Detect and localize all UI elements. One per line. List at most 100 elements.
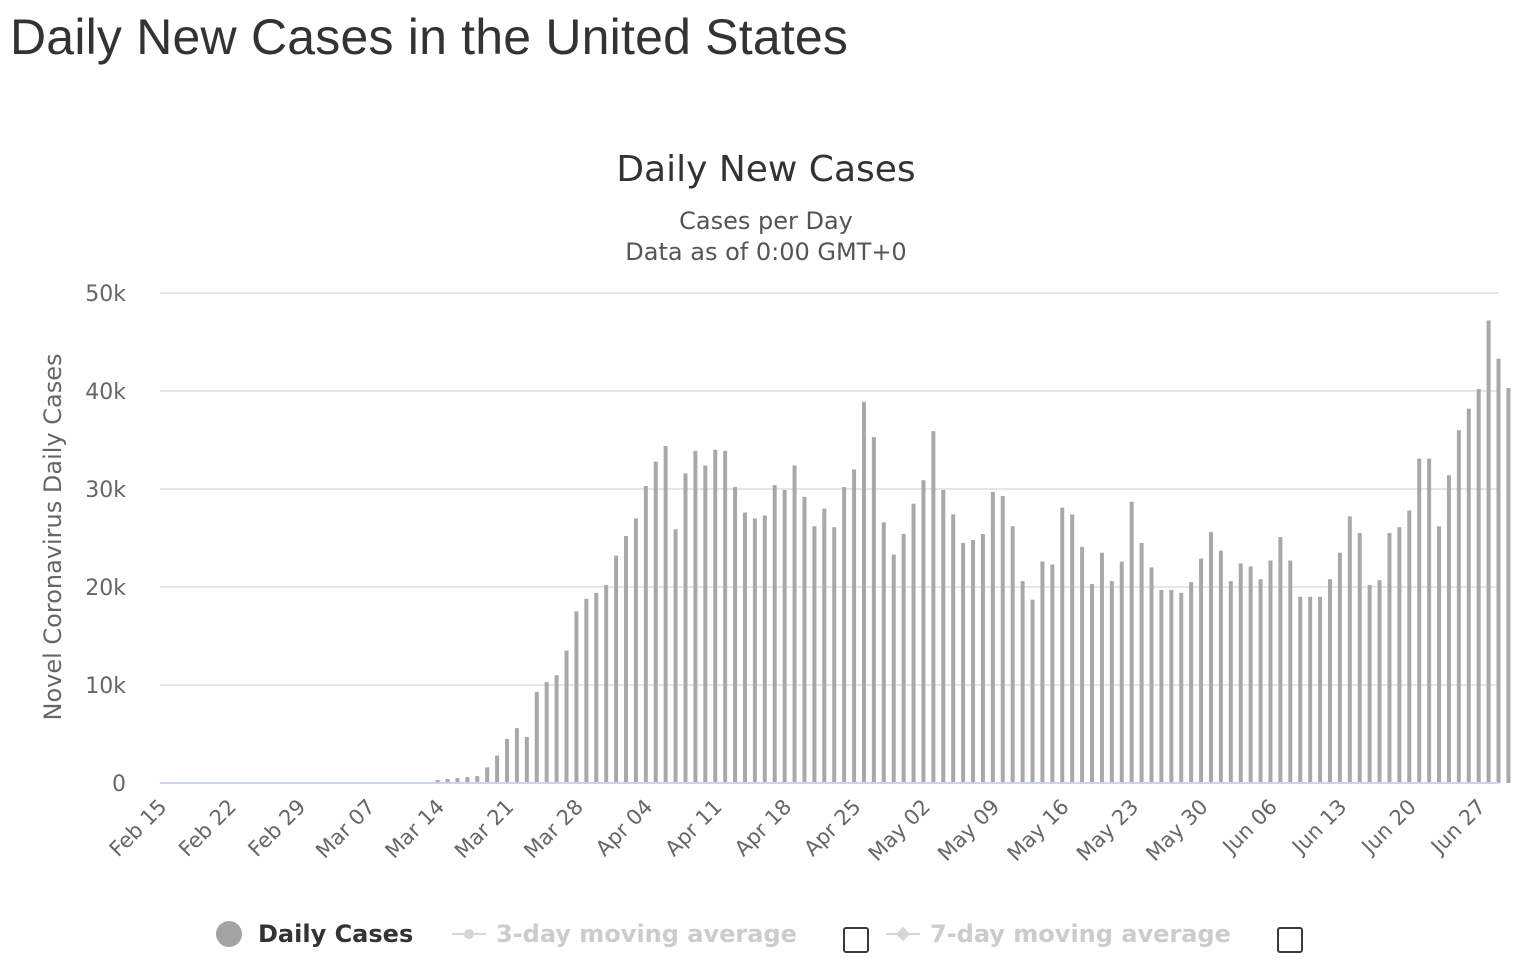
bar[interactable] — [802, 496, 807, 783]
bar[interactable] — [901, 534, 906, 783]
bar[interactable] — [1268, 560, 1273, 783]
bar[interactable] — [1397, 527, 1402, 783]
bar[interactable] — [1208, 532, 1213, 783]
bar[interactable] — [1437, 526, 1442, 783]
bar[interactable] — [1129, 501, 1134, 783]
checkbox-3-day-average[interactable] — [843, 927, 869, 953]
bar[interactable] — [1199, 558, 1204, 783]
bar[interactable] — [762, 515, 767, 783]
bar[interactable] — [1159, 589, 1164, 783]
bar[interactable] — [1169, 589, 1174, 783]
bar-series-daily-cases[interactable] — [435, 320, 1511, 784]
bar[interactable] — [941, 489, 946, 783]
legend-item-3-day-average[interactable]: 3-day moving average — [452, 916, 797, 952]
bar[interactable] — [633, 518, 638, 783]
bar[interactable] — [485, 767, 490, 783]
bar[interactable] — [832, 527, 837, 783]
bar[interactable] — [772, 485, 777, 783]
bar[interactable] — [852, 469, 857, 783]
bar[interactable] — [1387, 533, 1392, 783]
bar[interactable] — [1407, 510, 1412, 783]
bar[interactable] — [1308, 596, 1313, 783]
bar[interactable] — [614, 555, 619, 783]
bar[interactable] — [1427, 458, 1432, 783]
bar[interactable] — [1060, 507, 1065, 783]
bar[interactable] — [792, 465, 797, 783]
bar[interactable] — [1218, 550, 1223, 783]
bar[interactable] — [713, 449, 718, 783]
bar[interactable] — [673, 529, 678, 783]
bar[interactable] — [1337, 552, 1342, 783]
bar[interactable] — [881, 522, 886, 783]
bar[interactable] — [1238, 563, 1243, 783]
bar[interactable] — [435, 780, 440, 783]
bar[interactable] — [564, 650, 569, 783]
bar[interactable] — [1179, 592, 1184, 783]
bar[interactable] — [594, 592, 599, 783]
bar[interactable] — [1080, 546, 1085, 783]
bar[interactable] — [1506, 388, 1511, 783]
bar[interactable] — [653, 461, 658, 783]
bar[interactable] — [1288, 560, 1293, 783]
bar[interactable] — [1020, 581, 1025, 783]
bar[interactable] — [961, 542, 966, 783]
bar[interactable] — [891, 554, 896, 783]
bar[interactable] — [971, 539, 976, 783]
bar[interactable] — [1070, 514, 1075, 783]
bar[interactable] — [1040, 561, 1045, 783]
bar[interactable] — [921, 480, 926, 783]
bar[interactable] — [752, 518, 757, 783]
bar[interactable] — [524, 736, 529, 783]
bar[interactable] — [1377, 580, 1382, 783]
bar[interactable] — [822, 508, 827, 783]
bar[interactable] — [742, 512, 747, 783]
legend-item-7-day-average[interactable]: 7-day moving average — [886, 916, 1231, 952]
bar[interactable] — [782, 489, 787, 783]
bar[interactable] — [475, 776, 480, 783]
bar[interactable] — [495, 755, 500, 783]
legend-item-daily-cases[interactable]: Daily Cases — [216, 916, 413, 952]
bar[interactable] — [1476, 389, 1481, 783]
bar[interactable] — [1090, 584, 1095, 783]
bar[interactable] — [445, 779, 450, 783]
bar[interactable] — [1099, 552, 1104, 783]
bar[interactable] — [990, 491, 995, 783]
bar[interactable] — [861, 401, 866, 783]
bar[interactable] — [1119, 561, 1124, 783]
bar[interactable] — [871, 437, 876, 783]
bar[interactable] — [683, 473, 688, 783]
bar[interactable] — [1010, 526, 1015, 783]
bar[interactable] — [1417, 458, 1422, 783]
bar[interactable] — [1357, 533, 1362, 783]
bar[interactable] — [1367, 585, 1372, 783]
bar[interactable] — [1327, 579, 1332, 783]
bar[interactable] — [624, 536, 628, 783]
bar[interactable] — [544, 682, 549, 783]
bar[interactable] — [1456, 430, 1461, 783]
bar[interactable] — [1000, 495, 1005, 783]
bar[interactable] — [693, 450, 698, 783]
bar[interactable] — [584, 598, 589, 783]
bar[interactable] — [703, 465, 708, 783]
bar[interactable] — [1258, 579, 1263, 783]
bar[interactable] — [911, 503, 916, 783]
bar[interactable] — [514, 728, 519, 783]
bar[interactable] — [723, 450, 728, 783]
bar[interactable] — [1466, 408, 1471, 783]
bar[interactable] — [842, 487, 847, 783]
bar[interactable] — [733, 487, 738, 783]
bar[interactable] — [1347, 516, 1352, 783]
bar[interactable] — [1248, 566, 1253, 783]
bar[interactable] — [1298, 596, 1303, 783]
bar[interactable] — [1050, 564, 1055, 783]
bar[interactable] — [1139, 542, 1144, 783]
bar[interactable] — [1228, 581, 1233, 783]
bar[interactable] — [1496, 358, 1501, 783]
bar[interactable] — [554, 675, 559, 783]
bar[interactable] — [1149, 567, 1154, 783]
bar[interactable] — [663, 445, 668, 783]
bar[interactable] — [574, 611, 579, 784]
bar[interactable] — [1189, 582, 1194, 783]
checkbox-7-day-average[interactable] — [1277, 927, 1303, 953]
bar[interactable] — [505, 738, 510, 783]
